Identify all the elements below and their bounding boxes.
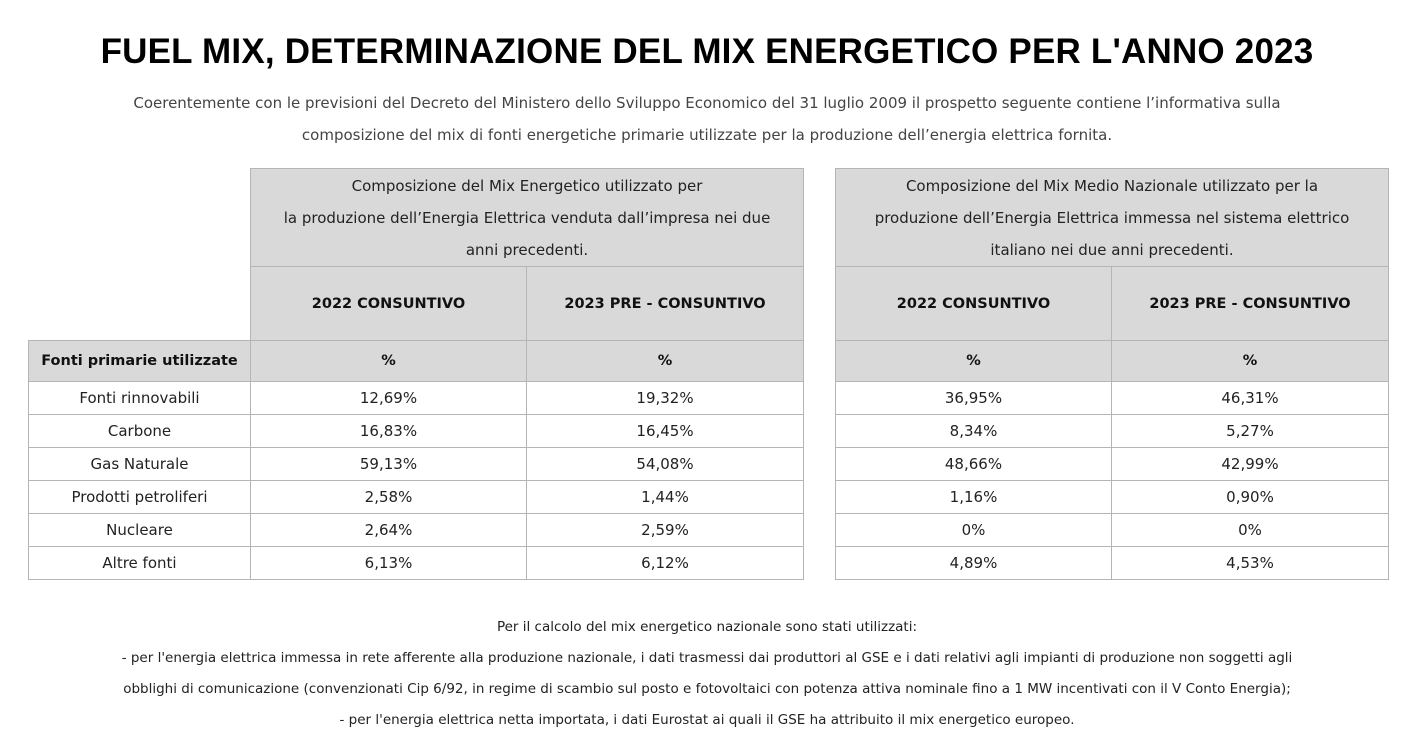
value-cell: 16,83% bbox=[250, 414, 527, 448]
value-cell: 6,13% bbox=[250, 546, 527, 580]
value-cell: 36,95% bbox=[835, 381, 1112, 415]
source-label: Gas Naturale bbox=[28, 447, 251, 481]
national-mix-table: Composizione del Mix Medio Nazionale uti… bbox=[835, 168, 1389, 580]
value-cell: 4,53% bbox=[1111, 546, 1389, 580]
row-label-header: Fonti primarie utilizzate bbox=[28, 340, 251, 382]
unit-header: % bbox=[1111, 340, 1389, 382]
year-header-2023: 2023 PRE - CONSUNTIVO bbox=[525, 266, 805, 341]
source-label: Prodotti petroliferi bbox=[28, 480, 251, 514]
value-cell: 4,89% bbox=[835, 546, 1112, 580]
company-mix-description: Composizione del Mix Energetico utilizza… bbox=[249, 168, 805, 267]
value-cell: 54,08% bbox=[525, 447, 805, 481]
value-cell: 48,66% bbox=[835, 447, 1112, 481]
value-cell: 8,34% bbox=[835, 414, 1112, 448]
description-line: italiano nei due anni precedenti. bbox=[990, 241, 1234, 259]
year-header-2022: 2022 CONSUNTIVO bbox=[250, 266, 527, 341]
source-label: Nucleare bbox=[28, 513, 251, 547]
value-cell: 16,45% bbox=[525, 414, 805, 448]
value-cell: 2,58% bbox=[250, 480, 527, 514]
table-row: 36,95% 46,31% bbox=[835, 381, 1389, 415]
company-mix-table: Composizione del Mix Energetico utilizza… bbox=[28, 168, 805, 580]
value-cell: 19,32% bbox=[525, 381, 805, 415]
source-label: Altre fonti bbox=[28, 546, 251, 580]
year-header-2023: 2023 PRE - CONSUNTIVO bbox=[1111, 266, 1389, 341]
footer-line: - per l'energia elettrica immessa in ret… bbox=[121, 650, 1293, 666]
page-title: FUEL MIX, DETERMINAZIONE DEL MIX ENERGET… bbox=[100, 32, 1314, 71]
footer-line: Per il calcolo del mix energetico nazion… bbox=[496, 619, 918, 635]
table-row: Fonti rinnovabili 12,69% 19,32% bbox=[28, 381, 805, 415]
value-cell: 0% bbox=[835, 513, 1112, 547]
value-cell: 2,59% bbox=[525, 513, 805, 547]
table-row: Carbone 16,83% 16,45% bbox=[28, 414, 805, 448]
value-cell: 59,13% bbox=[250, 447, 527, 481]
national-mix-description: Composizione del Mix Medio Nazionale uti… bbox=[835, 168, 1389, 267]
description-line: Composizione del Mix Energetico utilizza… bbox=[351, 177, 703, 195]
value-cell: 0% bbox=[1111, 513, 1389, 547]
value-cell: 6,12% bbox=[525, 546, 805, 580]
description-line: produzione dell’Energia Elettrica immess… bbox=[874, 209, 1350, 227]
source-label: Fonti rinnovabili bbox=[28, 381, 251, 415]
year-header-2022: 2022 CONSUNTIVO bbox=[835, 266, 1112, 341]
table-row: 48,66% 42,99% bbox=[835, 447, 1389, 481]
value-cell: 5,27% bbox=[1111, 414, 1389, 448]
empty-corner-cell bbox=[29, 169, 251, 267]
source-label: Carbone bbox=[28, 414, 251, 448]
empty-corner-cell bbox=[29, 267, 251, 341]
table-row: 4,89% 4,53% bbox=[835, 546, 1389, 580]
footer-notes: Per il calcolo del mix energetico nazion… bbox=[20, 612, 1394, 736]
value-cell: 12,69% bbox=[250, 381, 527, 415]
value-cell: 46,31% bbox=[1111, 381, 1389, 415]
value-cell: 42,99% bbox=[1111, 447, 1389, 481]
table-row: Nucleare 2,64% 2,59% bbox=[28, 513, 805, 547]
description-line: anni precedenti. bbox=[465, 241, 589, 259]
table-row: Prodotti petroliferi 2,58% 1,44% bbox=[28, 480, 805, 514]
intro-line: Coerentemente con le previsioni del Decr… bbox=[133, 94, 1281, 112]
footer-line: - per l'energia elettrica netta importat… bbox=[339, 712, 1075, 728]
table-row: Altre fonti 6,13% 6,12% bbox=[28, 546, 805, 580]
table-row: 1,16% 0,90% bbox=[835, 480, 1389, 514]
unit-header: % bbox=[525, 340, 805, 382]
table-row: 0% 0% bbox=[835, 513, 1389, 547]
intro-line: composizione del mix di fonti energetich… bbox=[301, 126, 1113, 144]
unit-header: % bbox=[835, 340, 1112, 382]
description-line: la produzione dell’Energia Elettrica ven… bbox=[283, 209, 771, 227]
unit-header: % bbox=[250, 340, 527, 382]
table-row: 8,34% 5,27% bbox=[835, 414, 1389, 448]
value-cell: 2,64% bbox=[250, 513, 527, 547]
intro-text: Coerentemente con le previsioni del Decr… bbox=[40, 87, 1374, 151]
value-cell: 1,44% bbox=[525, 480, 805, 514]
footer-line: obblighi di comunicazione (convenzionati… bbox=[123, 681, 1291, 697]
value-cell: 0,90% bbox=[1111, 480, 1389, 514]
description-line: Composizione del Mix Medio Nazionale uti… bbox=[905, 177, 1319, 195]
table-row: Gas Naturale 59,13% 54,08% bbox=[28, 447, 805, 481]
value-cell: 1,16% bbox=[835, 480, 1112, 514]
